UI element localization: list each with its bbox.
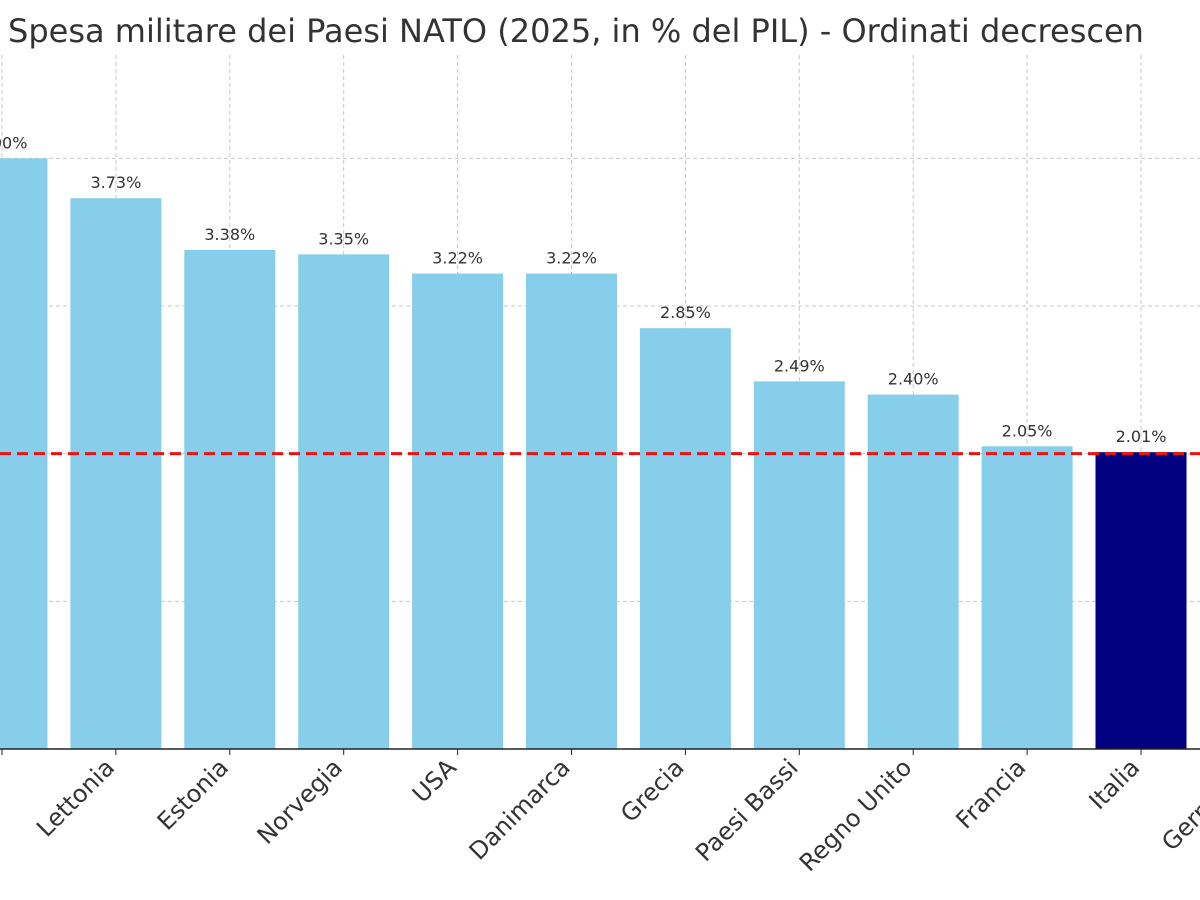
value-label: 3.22% [432,249,483,268]
x-tick-label: Estonia [152,753,234,835]
chart-title: Spesa militare dei Paesi NATO (2025, in … [8,12,1144,50]
value-label: 4.00% [0,133,27,152]
value-label: 2.85% [660,303,711,322]
bar [184,249,276,749]
bar [867,394,959,749]
bar [753,381,845,749]
bar [70,198,162,749]
value-label: 3.35% [318,229,369,248]
x-tick-label: Italia [1084,753,1146,815]
value-label: 3.38% [204,225,255,244]
x-tick-label: Grecia [615,753,689,827]
bar [981,446,1073,749]
x-tick-label: Francia [950,753,1031,834]
x-tick-label: Norvegia [252,753,348,849]
value-label: 2.01% [1116,427,1167,446]
x-tick-label: Paesi Bassi [690,753,804,867]
bar [526,273,617,749]
bar [298,254,390,749]
value-label: 2.40% [888,370,939,389]
bar [412,273,504,749]
x-tick-label: USA [407,753,462,808]
x-tick-label: Regno Unito [794,753,918,877]
value-label: 3.22% [546,249,597,268]
x-tick-label: Germania [1156,753,1200,856]
x-tick-label: Danimarca [464,753,576,865]
x-tick-label: Lettonia [31,753,120,842]
bar [1095,452,1187,749]
value-label: 2.05% [1002,421,1053,440]
bar [639,328,731,749]
value-label: 2.49% [774,356,825,375]
value-label: 3.73% [90,173,141,192]
